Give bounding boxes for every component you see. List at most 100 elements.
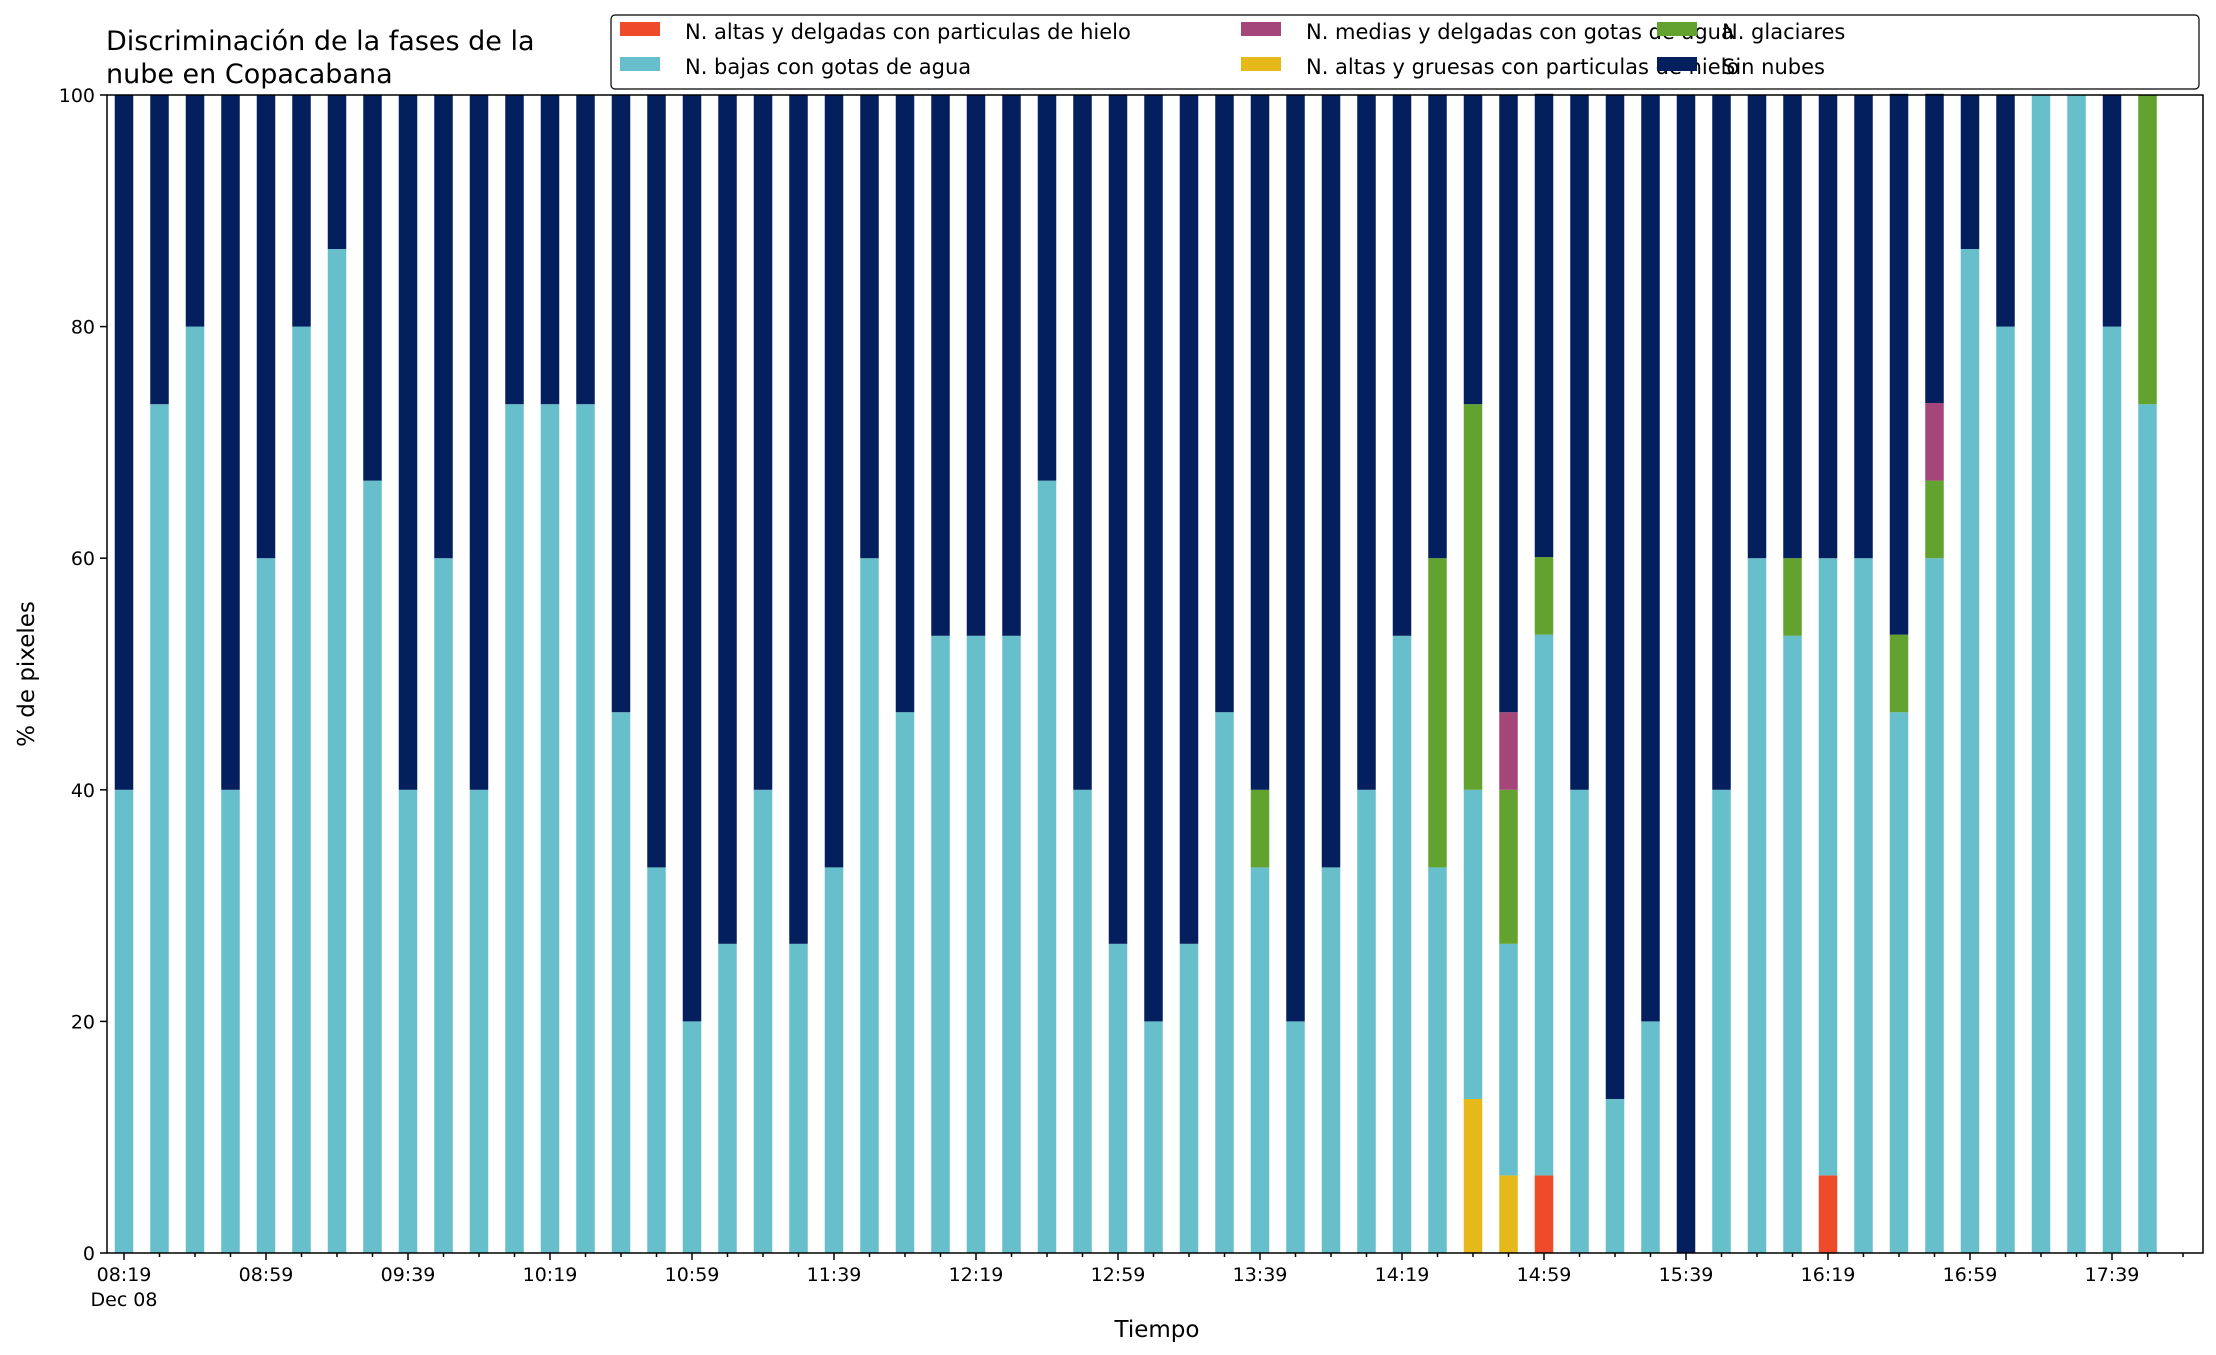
bar-segment-47-series-2 xyxy=(1783,635,1802,1253)
bar-segment-31-series-5 xyxy=(1215,95,1234,713)
bar-segment-50-series-2 xyxy=(1889,712,1909,1253)
legend-swatch xyxy=(620,57,660,71)
bar-segment-18-series-5 xyxy=(753,95,773,790)
bar-segment-45-series-2 xyxy=(1712,789,1731,1253)
legend-swatch xyxy=(620,22,660,36)
bar-segment-25-series-5 xyxy=(1002,95,1021,636)
bar-segment-30-series-2 xyxy=(1179,943,1199,1253)
bar-segment-38-series-3 xyxy=(1463,404,1483,790)
bar-segment-6-series-5 xyxy=(327,95,347,250)
x-axis-label: Tiempo xyxy=(1114,1317,1200,1343)
bar-segment-35-series-5 xyxy=(1357,95,1376,790)
bar-segment-30-series-5 xyxy=(1179,95,1199,944)
bar-segment-8-series-2 xyxy=(398,789,418,1253)
bar-segment-42-series-2 xyxy=(1605,1098,1625,1253)
bar-segment-46-series-2 xyxy=(1747,558,1767,1253)
bar-segment-49-series-2 xyxy=(1854,558,1873,1253)
bar-segment-48-series-0 xyxy=(1818,1175,1838,1253)
x-tick-sublabel: Dec 08 xyxy=(91,1289,158,1311)
bar-segment-24-series-2 xyxy=(966,635,986,1253)
legend-entry-label: N. glaciares xyxy=(1722,20,1845,44)
bar-segment-37-series-5 xyxy=(1428,95,1447,559)
x-tick-label: 08:19 xyxy=(97,1264,152,1286)
bar-segment-20-series-2 xyxy=(824,867,844,1253)
bar-segment-4-series-2 xyxy=(256,558,276,1253)
bar-segment-57-series-3 xyxy=(2138,95,2157,405)
bar-segment-28-series-5 xyxy=(1108,95,1128,944)
bar-segment-2-series-2 xyxy=(185,326,205,1254)
bar-segment-33-series-5 xyxy=(1286,95,1305,1022)
bar-segment-46-series-5 xyxy=(1747,95,1767,559)
bar-segment-9-series-5 xyxy=(434,95,453,559)
legend-swatch xyxy=(1657,22,1697,36)
bar-segment-33-series-2 xyxy=(1286,1021,1305,1253)
bar-segment-56-series-2 xyxy=(2102,326,2122,1254)
bar-segment-47-series-5 xyxy=(1783,95,1802,559)
bar-segment-15-series-5 xyxy=(647,95,666,868)
bar-segment-40-series-0 xyxy=(1534,1175,1554,1253)
y-tick-label: 60 xyxy=(71,548,95,570)
bar-segment-38-series-1 xyxy=(1463,1098,1483,1253)
bar-segment-7-series-2 xyxy=(363,480,382,1253)
bar-segment-37-series-2 xyxy=(1428,867,1447,1253)
bar-segment-32-series-5 xyxy=(1250,95,1270,790)
bar-segment-0-series-2 xyxy=(114,789,134,1253)
bar-segment-23-series-5 xyxy=(931,95,950,636)
bar-segment-45-series-5 xyxy=(1712,95,1731,790)
bar-segment-35-series-2 xyxy=(1357,789,1376,1253)
bar-segment-36-series-2 xyxy=(1392,635,1412,1253)
bar-segment-32-series-2 xyxy=(1250,867,1270,1253)
bar-segment-53-series-2 xyxy=(1996,326,2015,1254)
bar-segment-51-series-5 xyxy=(1925,93,1944,404)
bar-segment-38-series-5 xyxy=(1463,95,1483,405)
bar-segment-8-series-5 xyxy=(398,95,418,790)
bar-segment-16-series-2 xyxy=(682,1021,702,1253)
bar-segment-19-series-5 xyxy=(789,95,808,944)
bar-segment-51-series-2 xyxy=(1925,558,1944,1253)
bar-segment-4-series-5 xyxy=(256,95,276,559)
bar-segment-52-series-2 xyxy=(1960,249,1980,1253)
bar-segment-27-series-2 xyxy=(1073,789,1092,1253)
bar-segment-43-series-5 xyxy=(1641,95,1660,1022)
bar-segment-51-series-3 xyxy=(1925,480,1944,559)
x-tick-label: 16:59 xyxy=(1943,1264,1998,1286)
bar-segment-11-series-2 xyxy=(505,404,524,1253)
bar-segment-6-series-2 xyxy=(327,249,347,1253)
legend: N. altas y delgadas con particulas de hi… xyxy=(610,14,2200,90)
x-tick-label: 13:39 xyxy=(1233,1264,1288,1286)
x-tick-label: 11:39 xyxy=(807,1264,862,1286)
bar-segment-40-series-5 xyxy=(1534,93,1554,558)
bar-segment-34-series-5 xyxy=(1321,95,1341,868)
bar-segment-14-series-2 xyxy=(611,712,631,1253)
bar-segment-39-series-1 xyxy=(1499,1175,1518,1253)
bar-segment-26-series-5 xyxy=(1037,95,1057,481)
bar-segment-39-series-2 xyxy=(1499,943,1518,1176)
y-tick-label: 40 xyxy=(71,780,95,802)
legend-swatch xyxy=(1657,57,1697,71)
bar-segment-26-series-2 xyxy=(1037,480,1057,1253)
bar-segment-13-series-5 xyxy=(576,95,595,405)
bar-segment-17-series-2 xyxy=(718,943,737,1253)
bar-segment-41-series-2 xyxy=(1570,789,1589,1253)
bar-segment-13-series-2 xyxy=(576,404,595,1253)
bar-segment-37-series-3 xyxy=(1428,558,1447,868)
bar-segment-29-series-2 xyxy=(1144,1021,1163,1253)
bar-segment-23-series-2 xyxy=(931,635,950,1253)
bar-segment-36-series-5 xyxy=(1392,95,1412,636)
bar-segment-56-series-5 xyxy=(2102,95,2122,327)
bar-segment-25-series-2 xyxy=(1002,635,1021,1253)
bar-segment-38-series-2 xyxy=(1463,789,1483,1099)
bar-segment-49-series-5 xyxy=(1854,95,1873,559)
bar-segment-53-series-5 xyxy=(1996,95,2015,327)
bar-segment-48-series-5 xyxy=(1818,95,1838,559)
bar-segment-9-series-2 xyxy=(434,558,453,1253)
bar-segment-5-series-2 xyxy=(292,326,311,1254)
legend-entry-label: N. bajas con gotas de agua xyxy=(685,55,971,79)
bar-segment-24-series-5 xyxy=(966,95,986,636)
chart-title-line-1: Discriminación de la fases de la xyxy=(106,26,535,57)
bar-segment-55-series-2 xyxy=(2067,95,2086,1253)
y-tick-label: 0 xyxy=(83,1243,95,1265)
y-tick-label: 80 xyxy=(71,317,95,339)
